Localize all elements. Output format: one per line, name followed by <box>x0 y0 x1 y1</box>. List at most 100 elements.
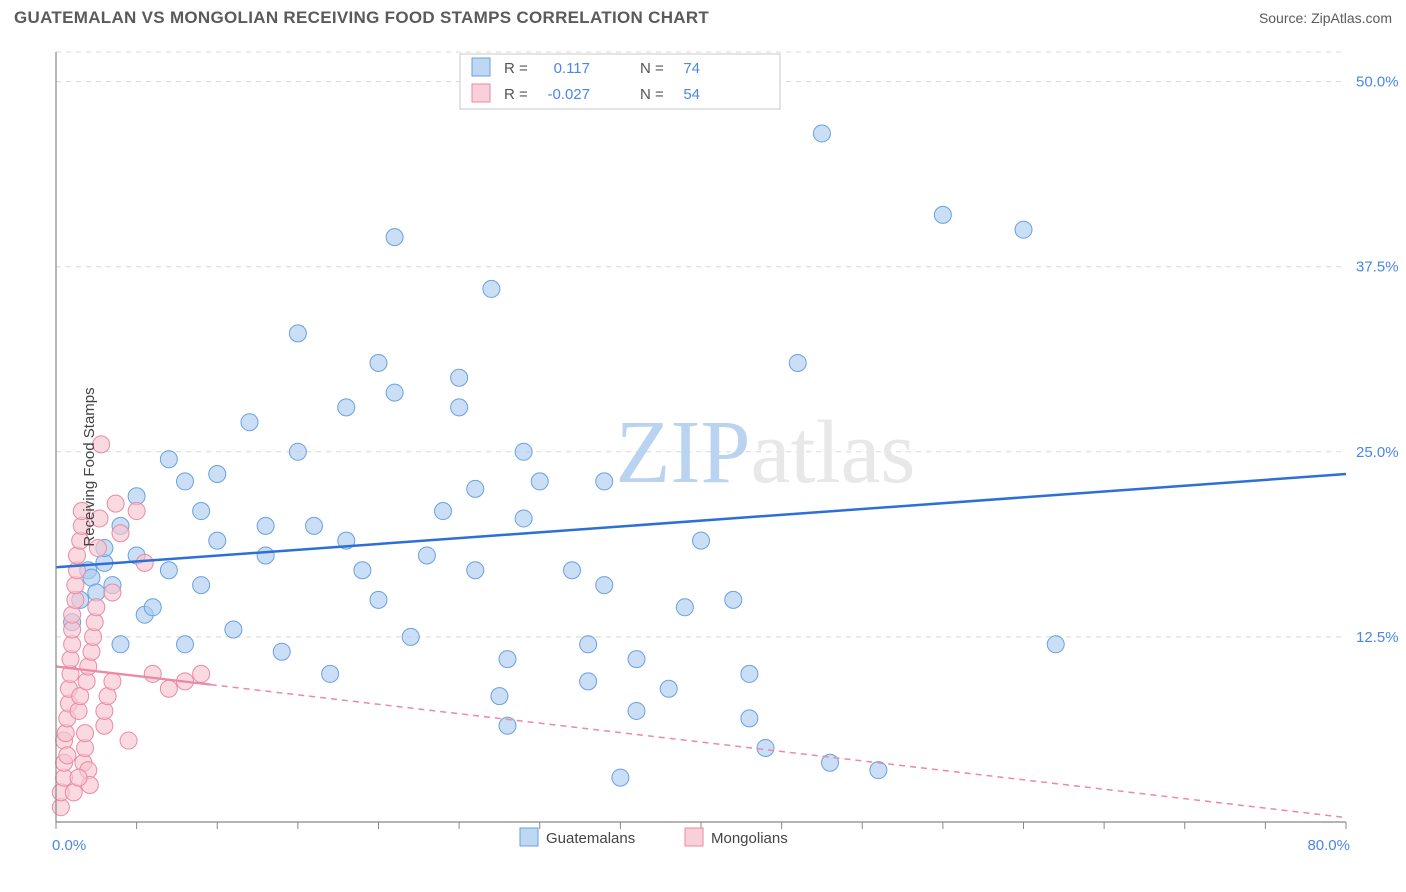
svg-text:25.0%: 25.0% <box>1356 444 1399 461</box>
svg-text:-0.027: -0.027 <box>547 86 590 103</box>
data-point <box>402 628 419 645</box>
data-point <box>757 739 774 756</box>
data-point <box>193 577 210 594</box>
data-point <box>596 473 613 490</box>
data-point <box>386 384 403 401</box>
legend-swatch <box>685 828 703 846</box>
data-point <box>57 725 74 742</box>
svg-text:R =: R = <box>504 60 528 77</box>
data-point <box>435 503 452 520</box>
data-point <box>789 354 806 371</box>
data-point <box>104 673 121 690</box>
data-point <box>78 673 95 690</box>
source-link[interactable]: ZipAtlas.com <box>1311 10 1392 26</box>
data-point <box>104 584 121 601</box>
data-point <box>70 769 87 786</box>
svg-text:N =: N = <box>640 60 664 77</box>
data-point <box>241 414 258 431</box>
data-point <box>338 399 355 416</box>
svg-text:R =: R = <box>504 86 528 103</box>
data-point <box>870 762 887 779</box>
data-point <box>177 473 194 490</box>
data-point <box>209 466 226 483</box>
svg-text:50.0%: 50.0% <box>1356 74 1399 91</box>
source-prefix: Source: <box>1259 10 1311 26</box>
data-point <box>741 665 758 682</box>
data-point <box>144 599 161 616</box>
data-point <box>1015 221 1032 238</box>
data-point <box>77 725 94 742</box>
svg-text:0.117: 0.117 <box>554 60 590 77</box>
data-point <box>64 606 81 623</box>
data-point <box>515 443 532 460</box>
data-point <box>289 325 306 342</box>
scatter-chart: ZIPatlas 0.0% 80.0% 12.5% 25.0% 37.5% 50.0% R =… <box>0 42 1406 892</box>
svg-text:54: 54 <box>683 86 700 103</box>
data-point <box>725 591 742 608</box>
data-point <box>88 599 105 616</box>
data-point <box>483 280 500 297</box>
data-point <box>289 443 306 460</box>
data-point <box>467 562 484 579</box>
data-point <box>676 599 693 616</box>
data-point <box>491 688 508 705</box>
data-point <box>96 702 113 719</box>
data-point <box>68 547 85 564</box>
data-point <box>451 399 468 416</box>
svg-text:80.0%: 80.0% <box>1307 837 1350 854</box>
data-point <box>193 503 210 520</box>
data-point <box>370 591 387 608</box>
data-point <box>160 562 177 579</box>
svg-text:12.5%: 12.5% <box>1356 629 1399 646</box>
data-point <box>813 125 830 142</box>
data-point <box>144 665 161 682</box>
data-point <box>580 673 597 690</box>
data-point <box>596 577 613 594</box>
data-point <box>1047 636 1064 653</box>
data-point <box>660 680 677 697</box>
y-axis-label: Receiving Food Stamps <box>81 387 98 546</box>
data-point <box>225 621 242 638</box>
data-point <box>59 747 76 764</box>
legend-label: Guatemalans <box>546 830 635 847</box>
legend-swatch <box>520 828 538 846</box>
data-point <box>193 665 210 682</box>
data-point <box>531 473 548 490</box>
data-point <box>467 480 484 497</box>
data-point <box>370 354 387 371</box>
data-point <box>107 495 124 512</box>
data-point <box>120 732 137 749</box>
legend-label: Mongolians <box>711 830 788 847</box>
data-point <box>83 643 100 660</box>
watermark: ZIPatlas <box>616 403 916 502</box>
data-point <box>160 680 177 697</box>
data-point <box>451 369 468 386</box>
svg-text:0.0%: 0.0% <box>52 837 86 854</box>
data-point <box>209 532 226 549</box>
data-point <box>693 532 710 549</box>
data-point <box>128 503 145 520</box>
chart-title: GUATEMALAN VS MONGOLIAN RECEIVING FOOD S… <box>14 8 709 28</box>
data-point <box>136 554 153 571</box>
data-point <box>564 562 581 579</box>
data-point <box>386 229 403 246</box>
data-point <box>112 636 129 653</box>
source-attribution: Source: ZipAtlas.com <box>1259 10 1392 26</box>
data-point <box>62 651 79 668</box>
data-point <box>112 525 129 542</box>
data-point <box>67 577 84 594</box>
svg-text:N =: N = <box>640 86 664 103</box>
data-point <box>628 702 645 719</box>
data-point <box>934 206 951 223</box>
data-point <box>160 451 177 468</box>
data-point <box>354 562 371 579</box>
data-point <box>628 651 645 668</box>
data-point <box>418 547 435 564</box>
data-point <box>499 651 516 668</box>
data-point <box>515 510 532 527</box>
svg-text:74: 74 <box>683 60 700 77</box>
data-point <box>741 710 758 727</box>
data-point <box>612 769 629 786</box>
data-point <box>273 643 290 660</box>
svg-text:37.5%: 37.5% <box>1356 259 1399 276</box>
